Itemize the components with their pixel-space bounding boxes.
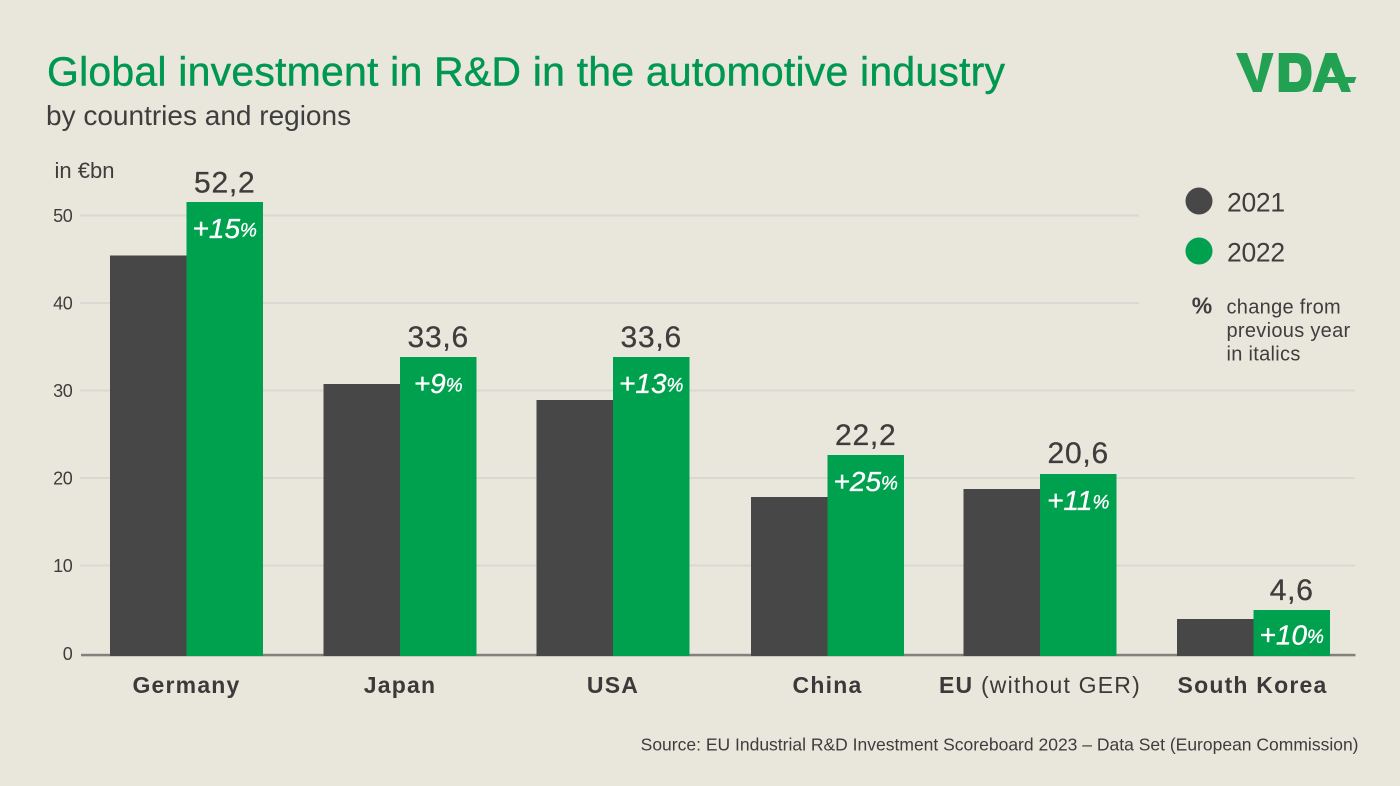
svg-text:10: 10 — [53, 556, 73, 576]
svg-text:by countries and regions: by countries and regions — [46, 100, 351, 131]
svg-text:previous year: previous year — [1227, 320, 1351, 342]
svg-text:EU (without GER): EU (without GER) — [939, 672, 1141, 698]
svg-text:Global investment in R&D in th: Global investment in R&D in the automoti… — [47, 49, 1006, 95]
svg-text:South Korea: South Korea — [1178, 672, 1328, 698]
svg-text:Source: EU Industrial R&D Inve: Source: EU Industrial R&D Investment Sco… — [641, 735, 1359, 755]
svg-text:in italics: in italics — [1227, 344, 1301, 366]
svg-text:0: 0 — [63, 644, 73, 664]
svg-text:20,6: 20,6 — [1047, 437, 1109, 470]
svg-text:33,6: 33,6 — [620, 321, 682, 354]
svg-text:50: 50 — [53, 206, 73, 226]
svg-text:20: 20 — [53, 469, 73, 489]
svg-text:2021: 2021 — [1227, 188, 1285, 218]
svg-text:+15%: +15% — [193, 213, 258, 244]
svg-text:30: 30 — [53, 381, 73, 401]
svg-text:33,6: 33,6 — [407, 321, 469, 354]
svg-text:Japan: Japan — [364, 672, 436, 698]
svg-text:+10%: +10% — [1260, 619, 1325, 650]
svg-text:China: China — [793, 672, 863, 698]
svg-text:%: % — [1192, 293, 1212, 319]
svg-text:change from: change from — [1227, 297, 1341, 319]
svg-text:52,2: 52,2 — [194, 166, 256, 199]
svg-text:Germany: Germany — [132, 672, 240, 698]
svg-text:USA: USA — [587, 672, 639, 698]
svg-text:2022: 2022 — [1227, 238, 1285, 268]
svg-text:in €bn: in €bn — [55, 158, 115, 183]
svg-text:22,2: 22,2 — [835, 419, 897, 452]
svg-text:40: 40 — [53, 294, 73, 314]
svg-text:4,6: 4,6 — [1270, 574, 1314, 607]
